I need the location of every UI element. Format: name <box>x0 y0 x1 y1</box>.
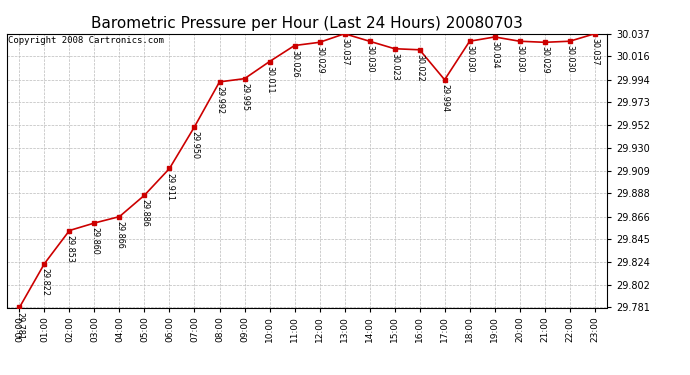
Text: 30.023: 30.023 <box>390 53 399 81</box>
Text: 29.860: 29.860 <box>90 227 99 255</box>
Text: 29.950: 29.950 <box>190 131 199 159</box>
Text: 30.026: 30.026 <box>290 50 299 77</box>
Text: 30.034: 30.034 <box>490 41 499 69</box>
Text: 29.886: 29.886 <box>140 200 149 227</box>
Text: 29.992: 29.992 <box>215 86 224 114</box>
Text: 30.037: 30.037 <box>590 38 599 66</box>
Text: Copyright 2008 Cartronics.com: Copyright 2008 Cartronics.com <box>8 36 164 45</box>
Text: 30.030: 30.030 <box>365 45 374 73</box>
Text: 29.866: 29.866 <box>115 221 124 249</box>
Text: 30.030: 30.030 <box>515 45 524 73</box>
Text: 29.911: 29.911 <box>165 172 174 201</box>
Text: 30.022: 30.022 <box>415 54 424 82</box>
Text: 30.029: 30.029 <box>315 46 324 74</box>
Text: 30.011: 30.011 <box>265 66 274 93</box>
Text: 29.995: 29.995 <box>240 83 249 111</box>
Text: 29.822: 29.822 <box>40 268 49 296</box>
Text: 29.781: 29.781 <box>15 312 24 339</box>
Text: 29.994: 29.994 <box>440 84 449 112</box>
Text: 30.030: 30.030 <box>465 45 474 73</box>
Text: 30.029: 30.029 <box>540 46 549 74</box>
Text: 30.037: 30.037 <box>340 38 349 66</box>
Text: 30.030: 30.030 <box>565 45 574 73</box>
Title: Barometric Pressure per Hour (Last 24 Hours) 20080703: Barometric Pressure per Hour (Last 24 Ho… <box>91 16 523 31</box>
Text: 29.853: 29.853 <box>65 235 74 262</box>
